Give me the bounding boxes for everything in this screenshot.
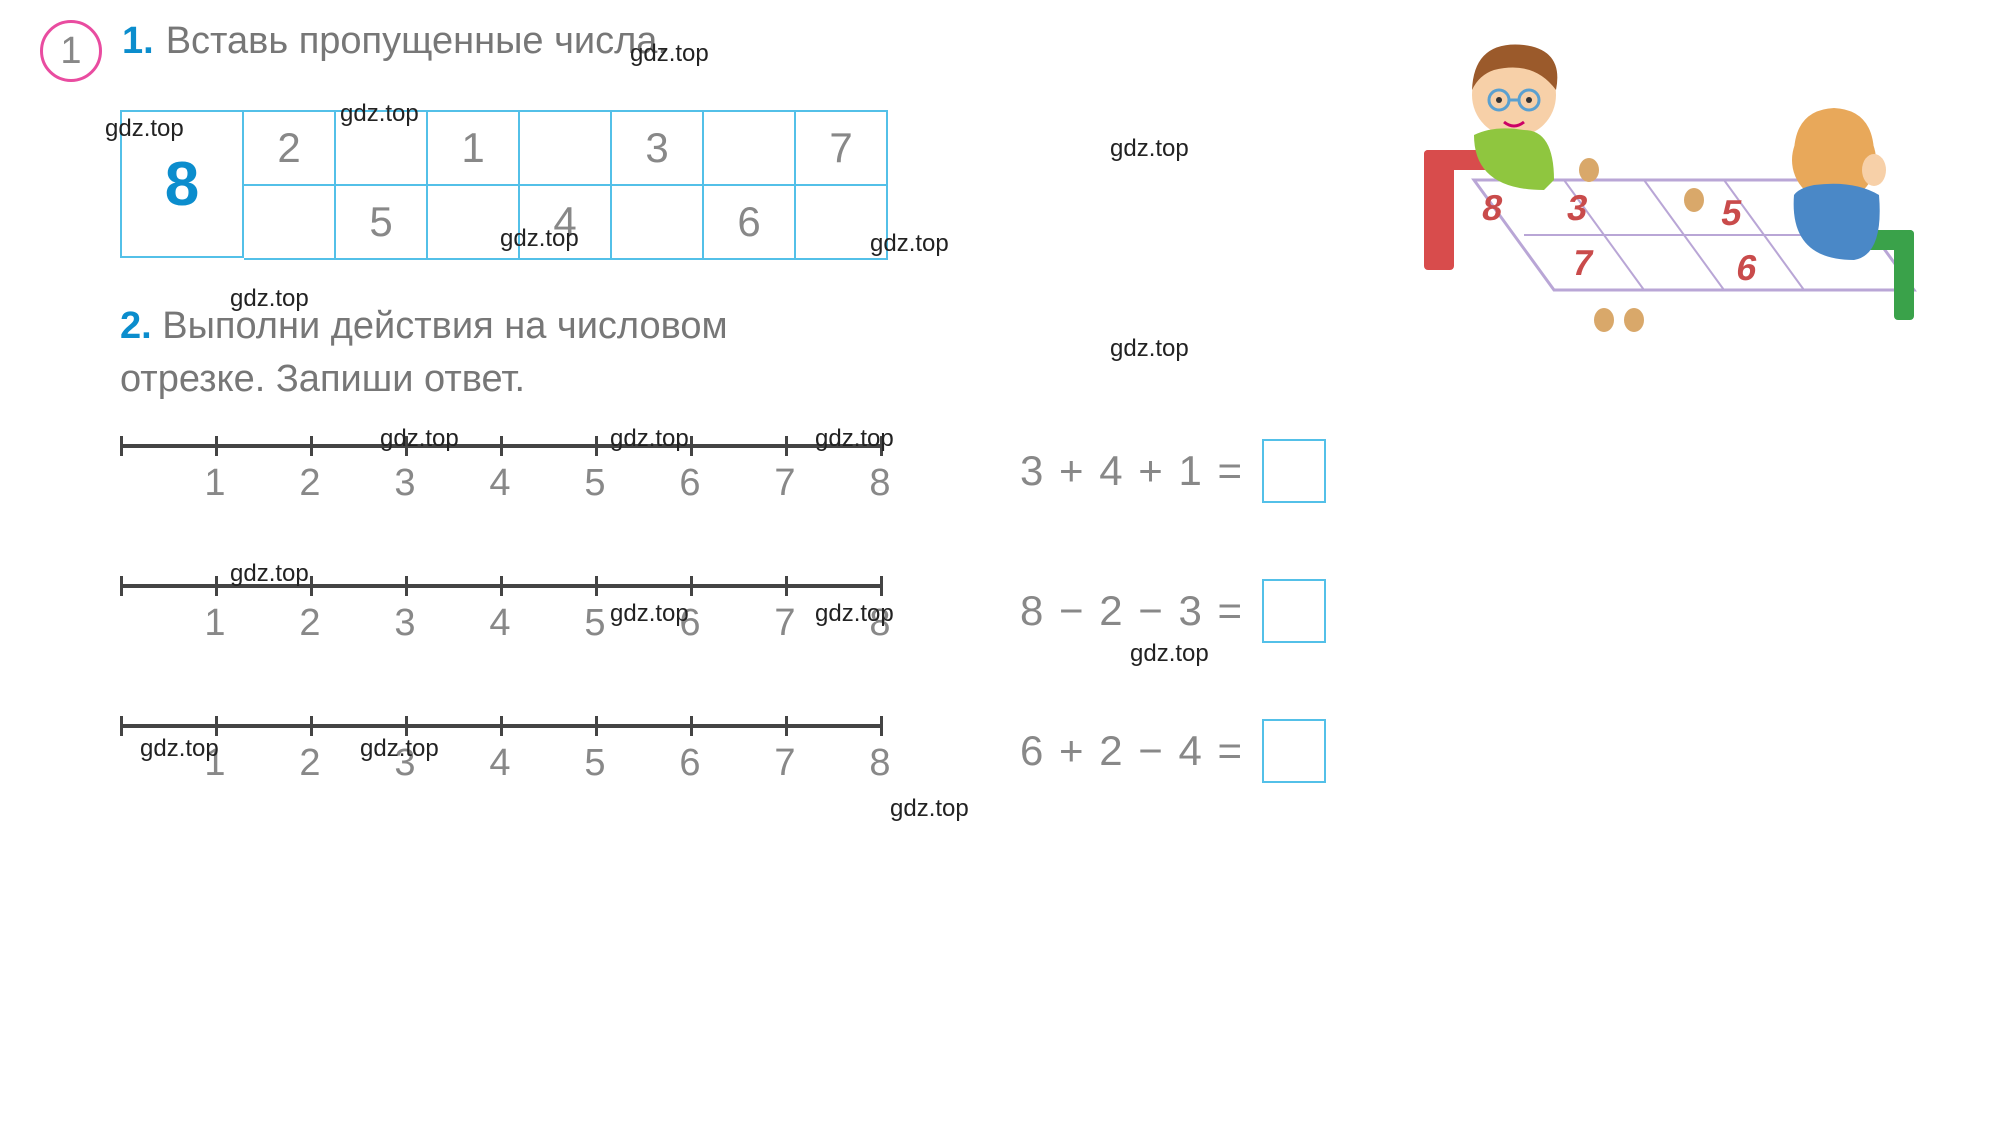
kids-illustration: 8 3 7 5 6 xyxy=(1414,30,1934,350)
nl-row-3: 1 2 3 4 5 6 7 8 6 + 2 − 4 = xyxy=(120,716,1954,786)
big-cell: 8 xyxy=(120,110,244,258)
watermark: gdz.top xyxy=(1110,335,1189,363)
nl-label: 6 xyxy=(679,602,700,645)
cell[interactable] xyxy=(336,110,428,186)
task2-text-line1: Выполни действия на числовом xyxy=(162,305,727,347)
nl-label: 2 xyxy=(299,742,320,785)
equation: 3 + 4 + 1 = xyxy=(1020,439,1326,503)
big-cell-value: 8 xyxy=(165,149,199,220)
cell[interactable] xyxy=(520,110,612,186)
equation: 6 + 2 − 4 = xyxy=(1020,719,1326,783)
task2-text-line2: отрезке. Запиши ответ. xyxy=(120,358,525,400)
numberline-section: 1 2 3 4 5 6 7 8 3 + 4 + 1 = 1 2 3 4 5 6 7 8 8 − 2 − 3 … xyxy=(120,436,1954,786)
equation-text: 3 + 4 + 1 = xyxy=(1020,447,1244,495)
numberline: 12345678 xyxy=(120,576,880,646)
nl-label: 1 xyxy=(204,602,225,645)
nl-label: 8 xyxy=(869,742,890,785)
lesson-badge: 1 xyxy=(40,20,102,82)
nl-label: 3 xyxy=(394,462,415,505)
grid: 2 1 3 7 5 4 6 xyxy=(244,110,888,260)
answer-box[interactable] xyxy=(1262,719,1326,783)
cell[interactable] xyxy=(704,110,796,186)
cell[interactable]: 1 xyxy=(428,110,520,186)
grid-row-1: 2 1 3 7 xyxy=(244,110,888,186)
equation-text: 6 + 2 − 4 = xyxy=(1020,727,1244,775)
task1-text: Вставь пропущенные числа. xyxy=(166,20,668,63)
nl-label: 6 xyxy=(679,462,700,505)
nl-label: 8 xyxy=(869,462,890,505)
numberline: 12345678 xyxy=(120,716,880,786)
cell[interactable] xyxy=(428,186,520,260)
nl-row-2: 1 2 3 4 5 6 7 8 8 − 2 − 3 = xyxy=(120,576,1954,646)
equation: 8 − 2 − 3 = xyxy=(1020,579,1326,643)
nl-label: 4 xyxy=(489,742,510,785)
cell[interactable]: 4 xyxy=(520,186,612,260)
nl-label: 1 xyxy=(204,462,225,505)
task1-title: 1. Вставь пропущенные числа. xyxy=(122,20,668,63)
nl-label: 5 xyxy=(584,602,605,645)
cell[interactable]: 7 xyxy=(796,110,888,186)
cell[interactable] xyxy=(244,186,336,260)
nl-label: 2 xyxy=(299,602,320,645)
task1-num: 1. xyxy=(122,20,154,63)
cell[interactable] xyxy=(612,186,704,260)
answer-box[interactable] xyxy=(1262,439,1326,503)
nl-label: 7 xyxy=(774,602,795,645)
cell[interactable] xyxy=(796,186,888,260)
nl-label: 7 xyxy=(774,462,795,505)
cell[interactable]: 5 xyxy=(336,186,428,260)
nl-label: 4 xyxy=(489,462,510,505)
nl-label: 3 xyxy=(394,602,415,645)
nl-label: 7 xyxy=(774,742,795,785)
nl-label: 1 xyxy=(204,742,225,785)
grid-row-2: 5 4 6 xyxy=(244,186,888,260)
cell[interactable]: 2 xyxy=(244,110,336,186)
nl-label: 8 xyxy=(869,602,890,645)
nl-label: 4 xyxy=(489,602,510,645)
cell[interactable]: 3 xyxy=(612,110,704,186)
task2-num: 2. xyxy=(120,305,152,347)
nl-label: 2 xyxy=(299,462,320,505)
watermark: gdz.top xyxy=(890,795,969,823)
equation-text: 8 − 2 − 3 = xyxy=(1020,587,1244,635)
nl-row-1: 1 2 3 4 5 6 7 8 3 + 4 + 1 = xyxy=(120,436,1954,506)
numberline: 12345678 xyxy=(120,436,880,506)
nl-label: 5 xyxy=(584,462,605,505)
task2-title: 2. Выполни действия на числовом отрезке.… xyxy=(120,300,1020,406)
badge-number: 1 xyxy=(60,30,81,73)
nl-label: 6 xyxy=(679,742,700,785)
answer-box[interactable] xyxy=(1262,579,1326,643)
page: 1 1. Вставь пропущенные числа. 8 2 1 3 7… xyxy=(40,20,1954,786)
nl-label: 3 xyxy=(394,742,415,785)
nl-label: 5 xyxy=(584,742,605,785)
cell[interactable]: 6 xyxy=(704,186,796,260)
